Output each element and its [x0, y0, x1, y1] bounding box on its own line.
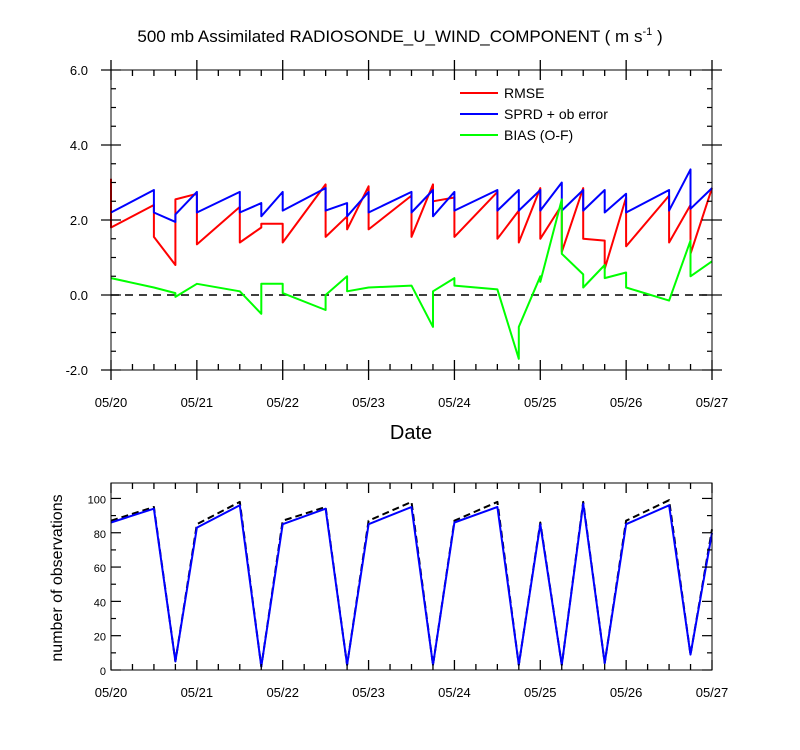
series-line-rmse — [110, 178, 713, 270]
y-tick-label: 0 — [100, 666, 106, 678]
bottom-series-group — [110, 499, 713, 668]
x-tick-label: 05/23 — [352, 395, 385, 410]
x-tick-label: 05/20 — [95, 685, 128, 700]
x-tick-label: 05/22 — [266, 395, 299, 410]
legend-label: BIAS (O-F) — [504, 127, 573, 143]
y-tick-label: 6.0 — [70, 63, 88, 78]
x-tick-label: 05/24 — [438, 395, 471, 410]
x-tick-label: 05/20 — [95, 395, 128, 410]
y-tick-label: 40 — [94, 597, 106, 609]
x-tick-label: 05/26 — [610, 685, 643, 700]
y-tick-label: 0.0 — [70, 288, 88, 303]
y-tick-label: -2.0 — [66, 363, 88, 378]
x-tick-label: 05/27 — [696, 395, 729, 410]
x-tick-label: 05/26 — [610, 395, 643, 410]
x-tick-label: 05/27 — [696, 685, 729, 700]
y-tick-label: 4.0 — [70, 138, 88, 153]
y-tick-label: 2.0 — [70, 213, 88, 228]
x-tick-label: 05/24 — [438, 685, 471, 700]
bottom-y-tick-labels: 100 80 60 40 20 0 — [88, 494, 106, 678]
legend-label: RMSE — [504, 85, 544, 101]
x-tick-label: 05/23 — [352, 685, 385, 700]
top-x-tick-labels: 05/20 05/21 05/22 05/23 05/24 05/25 05/26 05/27 — [95, 395, 729, 410]
y-axis-title-observations: number of observations — [49, 494, 66, 661]
y-tick-label: 20 — [94, 632, 106, 644]
series-line-sprd-ob-error — [110, 168, 713, 223]
series-line-bias-o-f — [110, 198, 713, 360]
x-tick-label: 05/25 — [524, 395, 557, 410]
top-ticks — [101, 60, 722, 380]
bottom-x-tick-labels: 05/20 05/21 05/22 05/23 05/24 05/25 05/26 05/27 — [95, 685, 729, 700]
legend-label: SPRD + ob error — [504, 106, 608, 122]
x-tick-label: 05/21 — [181, 685, 214, 700]
y-tick-label: 80 — [94, 529, 106, 541]
y-tick-label: 60 — [94, 563, 106, 575]
legend: RMSE SPRD + ob error BIAS (O-F) — [460, 85, 608, 143]
y-tick-label: 100 — [88, 494, 106, 506]
top-series-group — [110, 168, 713, 360]
x-axis-title: Date — [390, 422, 432, 444]
x-tick-label: 05/21 — [181, 395, 214, 410]
bottom-ticks — [110, 483, 713, 671]
top-y-tick-labels: 6.0 4.0 2.0 0.0 -2.0 — [66, 63, 88, 378]
series-line-assimilated — [110, 502, 713, 668]
chart-title-superscript: -1 — [642, 26, 652, 38]
top-panel: 500 mb Assimilated RADIOSONDE_U_WIND_COM… — [66, 26, 729, 444]
chart-title: 500 mb Assimilated RADIOSONDE_U_WIND_COM… — [137, 26, 662, 46]
chart-title-close: ) — [652, 27, 662, 46]
chart-title-main: 500 mb Assimilated RADIOSONDE_U_WIND_COM… — [137, 27, 642, 46]
x-tick-label: 05/22 — [266, 685, 299, 700]
x-tick-label: 05/25 — [524, 685, 557, 700]
